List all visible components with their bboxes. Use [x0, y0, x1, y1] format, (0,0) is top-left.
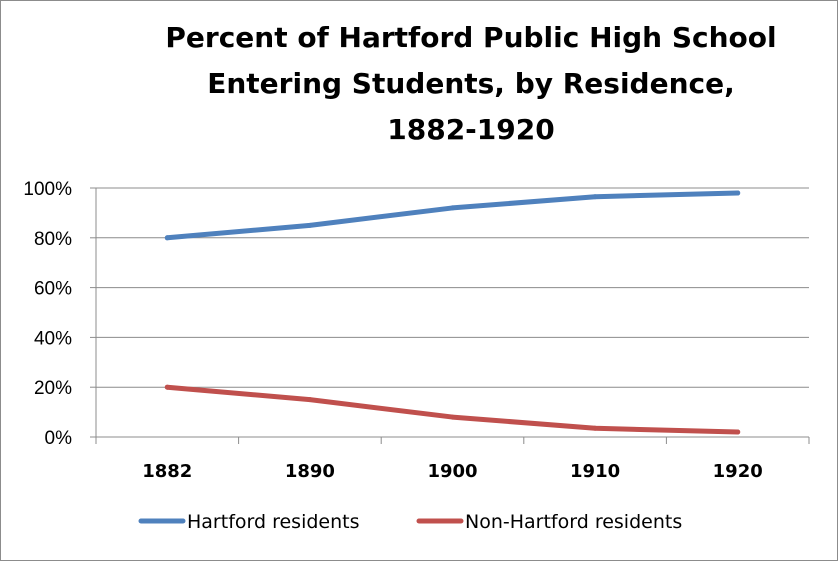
y-tick-label: 20%: [34, 378, 72, 399]
y-tick-label: 100%: [23, 179, 72, 200]
chart-title: Percent of Hartford Public High School E…: [151, 15, 791, 153]
data-point: [307, 222, 313, 228]
y-tick-label: 0%: [45, 428, 73, 449]
y-tick-label: 60%: [34, 279, 72, 300]
legend: Hartford residents Non-Hartford residents: [138, 511, 682, 533]
series-lines: [164, 190, 741, 435]
data-point: [164, 235, 170, 241]
data-point: [735, 429, 741, 435]
series-line-1: [164, 384, 741, 435]
legend-label-1: Non-Hartford residents: [465, 511, 682, 533]
chart-title-line-1: Percent of Hartford Public High School: [165, 21, 777, 54]
y-tick-label: 40%: [34, 328, 72, 349]
x-tick-label: 1920: [713, 461, 763, 482]
series-line-0: [164, 190, 741, 241]
data-point: [307, 397, 313, 403]
axes: [90, 187, 810, 444]
x-tick-label: 1882: [142, 461, 192, 482]
data-point: [592, 194, 598, 200]
data-point: [450, 414, 455, 420]
data-point: [164, 384, 170, 390]
tick-labels: 0% 20% 40% 60% 80% 100% 1882 1890 1900 1910 1920: [23, 179, 762, 482]
y-tick-label: 80%: [34, 229, 72, 250]
x-tick-label: 1910: [570, 461, 620, 482]
gridlines: [96, 187, 809, 388]
data-point: [735, 190, 741, 196]
chart-title-line-3: 1882-1920: [387, 113, 555, 146]
x-tick-label: 1890: [285, 461, 335, 482]
data-point: [450, 205, 455, 211]
legend-label-0: Hartford residents: [187, 511, 359, 533]
chart-title-line-2: Entering Students, by Residence,: [207, 67, 735, 100]
x-tick-label: 1900: [427, 461, 477, 482]
data-point: [592, 425, 598, 431]
